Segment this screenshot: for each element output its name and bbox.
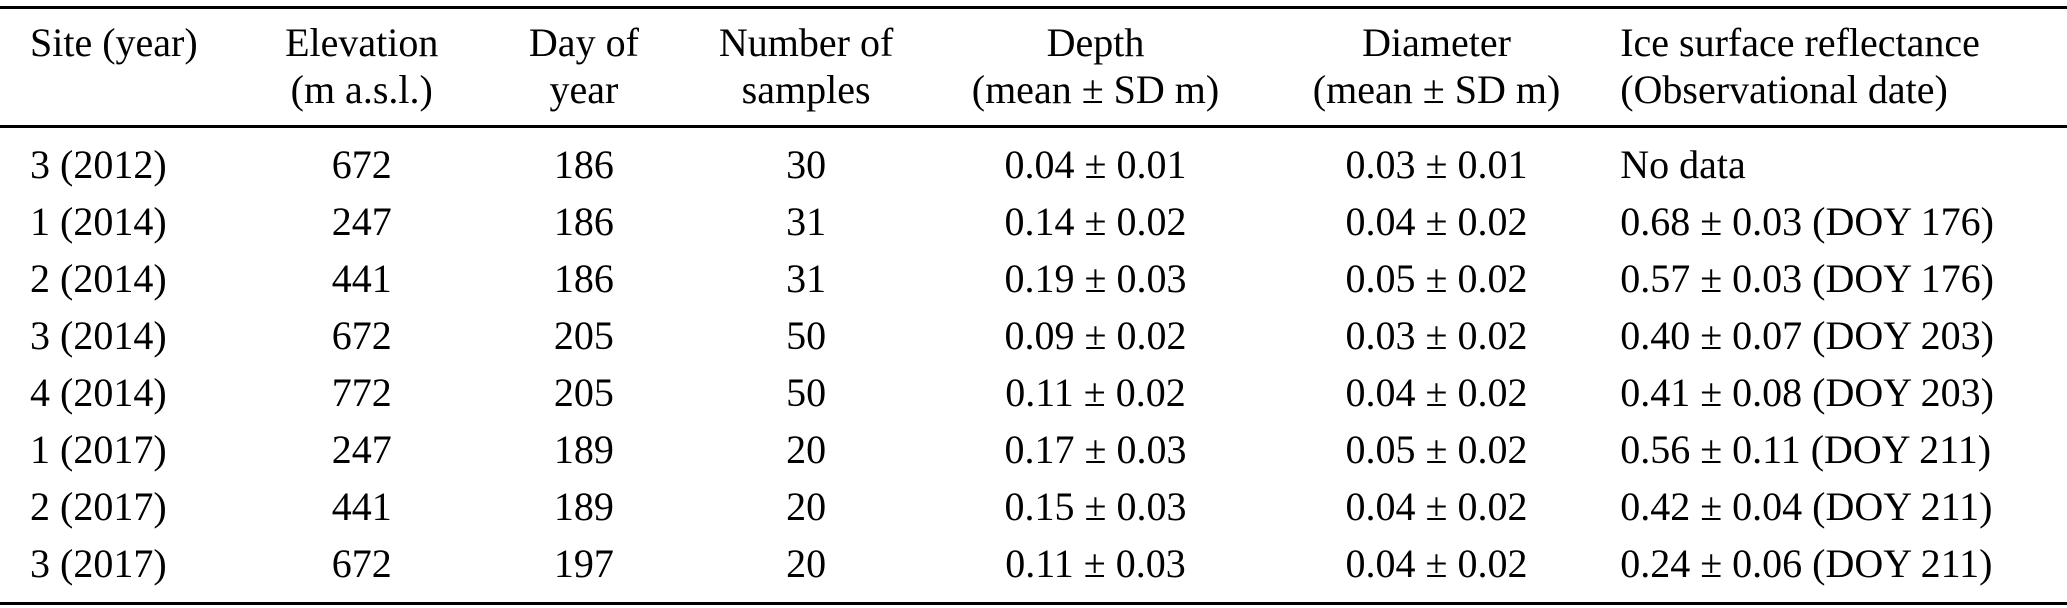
header-samples-line2: samples <box>741 67 871 112</box>
cell-day-of-year: 186 <box>553 199 614 244</box>
header-day-line1: Day of <box>528 20 639 65</box>
cell-diameter: 0.04 ± 0.02 <box>1345 484 1528 529</box>
header-elevation-line2: (m a.s.l.) <box>290 67 433 112</box>
cell-diameter: 0.03 ± 0.02 <box>1345 313 1528 358</box>
cell-depth: 0.19 ± 0.03 <box>1004 256 1187 301</box>
cell-site: 3 (2017) <box>30 541 167 586</box>
header-diameter-line1: Diameter <box>1362 20 1511 65</box>
cell-reflectance: 0.56 ± 0.11 (DOY 211) <box>1620 427 1992 472</box>
cell-diameter: 0.04 ± 0.02 <box>1345 370 1528 415</box>
header-cell-diameter: Diameter (mean ± SD m) <box>1260 7 1613 128</box>
cell-samples: 50 <box>786 313 827 358</box>
cell-depth: 0.17 ± 0.03 <box>1004 427 1187 472</box>
cell-reflectance: No data <box>1620 142 1746 187</box>
cell-depth: 0.15 ± 0.03 <box>1004 484 1187 529</box>
measurements-table: Site (year) Elevation (m a.s.l.) Day of … <box>0 6 2067 605</box>
cell-site: 2 (2014) <box>30 256 167 301</box>
cell-reflectance: 0.42 ± 0.04 (DOY 211) <box>1620 484 1993 529</box>
cell-reflectance: 0.41 ± 0.08 (DOY 203) <box>1620 370 1994 415</box>
cell-site: 4 (2014) <box>30 370 167 415</box>
cell-day-of-year: 189 <box>553 484 614 529</box>
cell-elevation: 772 <box>331 370 392 415</box>
table-row: 4 (2014) 772 205 50 0.11 ± 0.02 0.04 ± 0… <box>0 364 2067 421</box>
cell-samples: 50 <box>786 370 827 415</box>
cell-site: 3 (2012) <box>30 142 167 187</box>
cell-reflectance: 0.57 ± 0.03 (DOY 176) <box>1620 256 1994 301</box>
cell-samples: 20 <box>786 427 827 472</box>
cell-elevation: 441 <box>331 256 392 301</box>
header-diameter-line2: (mean ± SD m) <box>1312 67 1561 112</box>
header-row: Site (year) Elevation (m a.s.l.) Day of … <box>0 7 2067 128</box>
header-site-line1: Site (year) <box>30 20 198 65</box>
cell-reflectance: 0.40 ± 0.07 (DOY 203) <box>1620 313 1994 358</box>
cell-day-of-year: 189 <box>553 427 614 472</box>
table-row: 3 (2017) 672 197 20 0.11 ± 0.03 0.04 ± 0… <box>0 535 2067 604</box>
header-samples-line1: Number of <box>718 20 894 65</box>
cell-day-of-year: 186 <box>553 256 614 301</box>
cell-site: 2 (2017) <box>30 484 167 529</box>
cell-samples: 20 <box>786 484 827 529</box>
cell-diameter: 0.05 ± 0.02 <box>1345 256 1528 301</box>
table-header: Site (year) Elevation (m a.s.l.) Day of … <box>0 7 2067 128</box>
header-depth-line2: (mean ± SD m) <box>971 67 1220 112</box>
table-row: 3 (2014) 672 205 50 0.09 ± 0.02 0.03 ± 0… <box>0 307 2067 364</box>
cell-diameter: 0.05 ± 0.02 <box>1345 427 1528 472</box>
cell-depth: 0.04 ± 0.01 <box>1004 142 1187 187</box>
table-row: 3 (2012) 672 186 30 0.04 ± 0.01 0.03 ± 0… <box>0 127 2067 194</box>
cell-diameter: 0.04 ± 0.02 <box>1345 541 1528 586</box>
cell-depth: 0.11 ± 0.02 <box>1005 370 1186 415</box>
cell-elevation: 441 <box>331 484 392 529</box>
cell-elevation: 672 <box>331 541 392 586</box>
header-cell-samples: Number of samples <box>682 7 931 128</box>
header-cell-day-of-year: Day of year <box>485 7 683 128</box>
header-reflectance-line1: Ice surface reflectance <box>1620 20 1980 65</box>
cell-depth: 0.11 ± 0.03 <box>1005 541 1186 586</box>
table-row: 2 (2014) 441 186 31 0.19 ± 0.03 0.05 ± 0… <box>0 250 2067 307</box>
cell-site: 1 (2017) <box>30 427 167 472</box>
header-cell-site: Site (year) <box>0 7 238 128</box>
cell-day-of-year: 186 <box>553 142 614 187</box>
cell-elevation: 247 <box>331 427 392 472</box>
cell-samples: 31 <box>786 199 827 244</box>
cell-day-of-year: 205 <box>553 370 614 415</box>
cell-depth: 0.14 ± 0.02 <box>1004 199 1187 244</box>
cell-elevation: 247 <box>331 199 392 244</box>
header-cell-reflectance: Ice surface reflectance (Observational d… <box>1612 7 2067 128</box>
cell-diameter: 0.04 ± 0.02 <box>1345 199 1528 244</box>
header-depth-line1: Depth <box>1046 20 1145 65</box>
cell-site: 1 (2014) <box>30 199 167 244</box>
header-elevation-line1: Elevation <box>285 20 439 65</box>
cell-elevation: 672 <box>331 142 392 187</box>
header-day-line2: year <box>549 67 619 112</box>
table-row: 1 (2017) 247 189 20 0.17 ± 0.03 0.05 ± 0… <box>0 421 2067 478</box>
header-cell-elevation: Elevation (m a.s.l.) <box>237 7 486 128</box>
cell-diameter: 0.03 ± 0.01 <box>1345 142 1528 187</box>
cell-day-of-year: 197 <box>553 541 614 586</box>
cell-reflectance: 0.68 ± 0.03 (DOY 176) <box>1620 199 1994 244</box>
header-reflectance-line2: (Observational date) <box>1620 67 1948 112</box>
cell-samples: 31 <box>786 256 827 301</box>
cell-reflectance: 0.24 ± 0.06 (DOY 211) <box>1620 541 1993 586</box>
cell-samples: 30 <box>786 142 827 187</box>
cell-site: 3 (2014) <box>30 313 167 358</box>
table-body: 3 (2012) 672 186 30 0.04 ± 0.01 0.03 ± 0… <box>0 127 2067 604</box>
cell-depth: 0.09 ± 0.02 <box>1004 313 1187 358</box>
cell-elevation: 672 <box>331 313 392 358</box>
header-cell-depth: Depth (mean ± SD m) <box>930 7 1261 128</box>
table-row: 2 (2017) 441 189 20 0.15 ± 0.03 0.04 ± 0… <box>0 478 2067 535</box>
table-row: 1 (2014) 247 186 31 0.14 ± 0.02 0.04 ± 0… <box>0 193 2067 250</box>
cell-day-of-year: 205 <box>553 313 614 358</box>
cell-samples: 20 <box>786 541 827 586</box>
